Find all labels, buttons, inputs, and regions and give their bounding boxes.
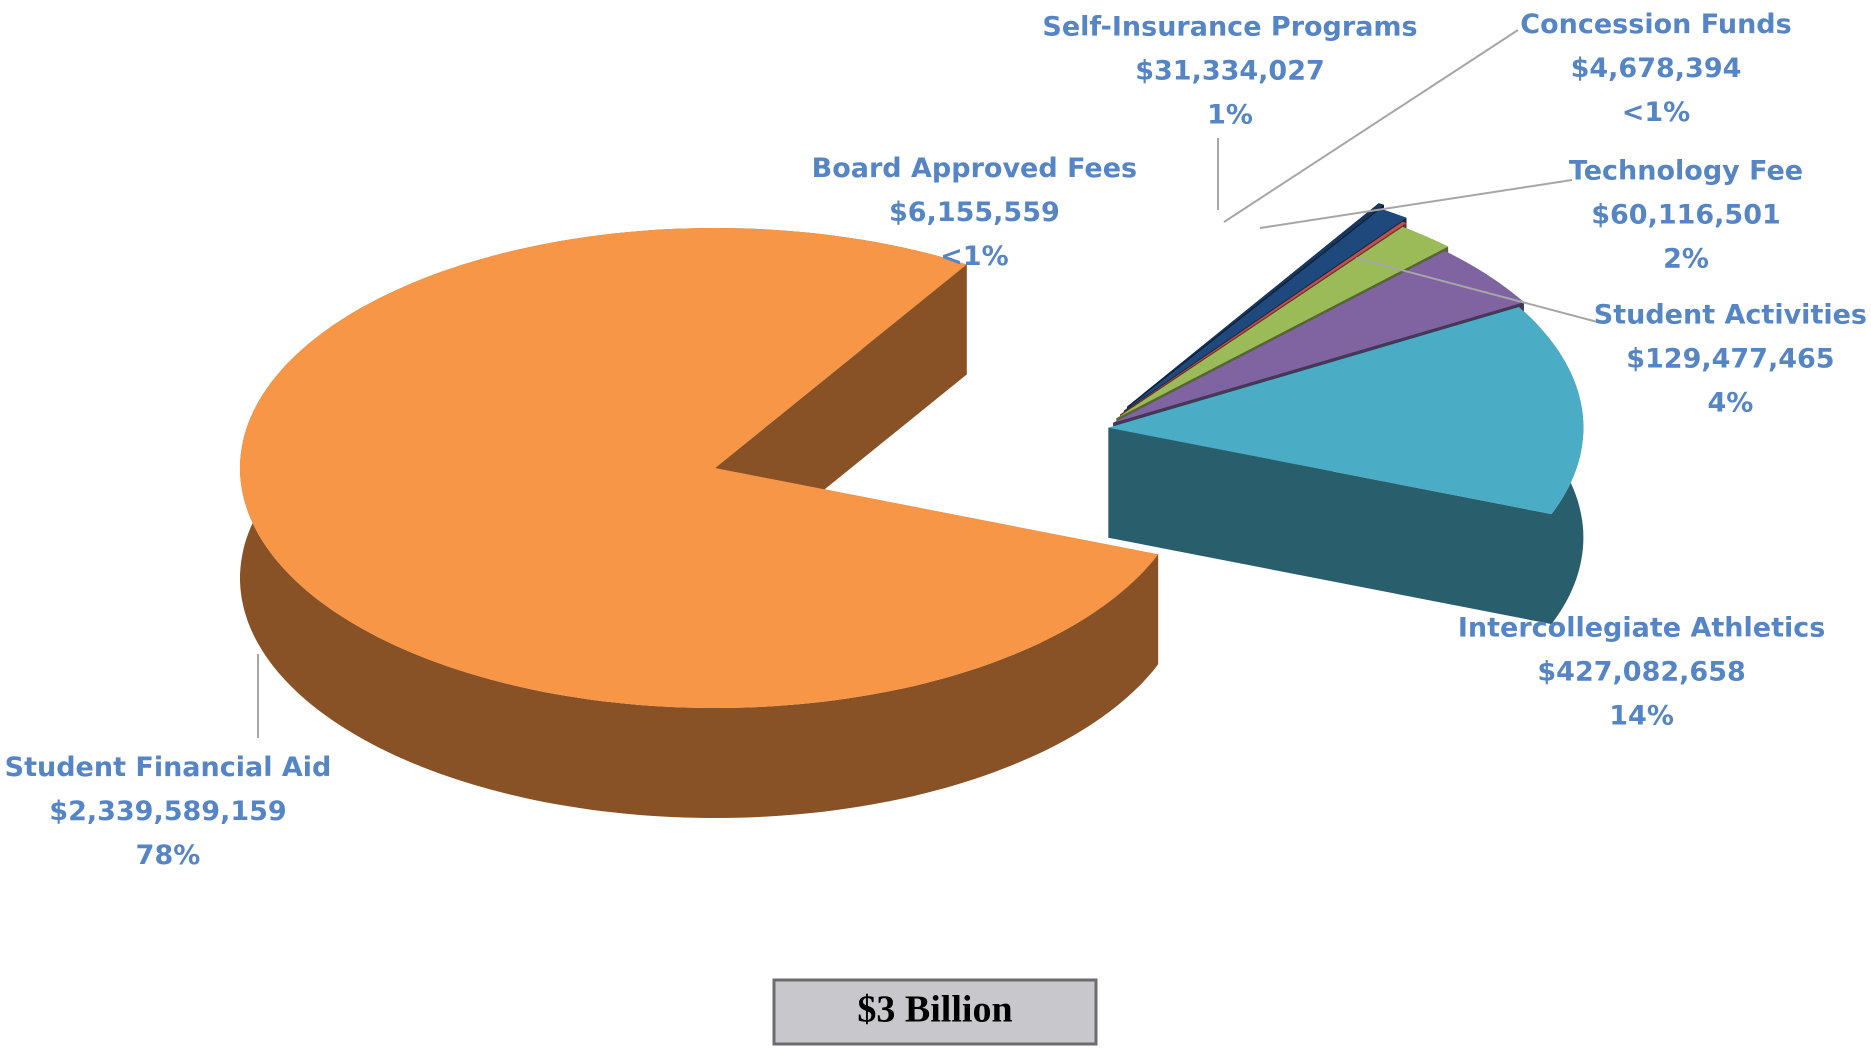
leader-line [1259, 179, 1573, 229]
slice-top [1127, 203, 1384, 407]
slice-value: $129,477,465 [1626, 344, 1834, 375]
slice-name: Concession Funds [1520, 9, 1791, 40]
slice-percent: <1% [940, 241, 1008, 272]
slice-name: Intercollegiate Athletics [1458, 613, 1825, 644]
slice-value: $427,082,658 [1537, 657, 1745, 688]
slice-name: Technology Fee [1569, 156, 1803, 187]
slice-value: $4,678,394 [1571, 53, 1742, 84]
slice-percent: 14% [1609, 701, 1674, 732]
slice-top [1113, 251, 1524, 423]
slice-top [1116, 226, 1449, 419]
slice-percent: 2% [1663, 244, 1709, 275]
slice-name: Self-Insurance Programs [1042, 12, 1417, 43]
slice [1108, 307, 1584, 625]
slice-top [1108, 307, 1584, 515]
slice-value: $2,339,589,159 [49, 796, 286, 827]
slice-name: Student Financial Aid [5, 752, 332, 783]
slice-percent: 78% [136, 840, 201, 871]
slice-value: $60,116,501 [1591, 200, 1781, 231]
total-box [772, 978, 1098, 1046]
slice-percent: 1% [1207, 100, 1253, 131]
slice-percent: <1% [1622, 97, 1690, 128]
leader-line [1223, 29, 1519, 223]
slice-side [1108, 427, 1552, 625]
slice [240, 228, 1159, 818]
slice-value: $6,155,559 [889, 197, 1060, 228]
labels: Board Approved Fees $6,155,559 <1% Self-Ins… [5, 9, 1867, 871]
slice-top [1120, 221, 1407, 415]
slice-top [1123, 208, 1407, 411]
slice-percent: 4% [1707, 388, 1753, 419]
slice-name: Board Approved Fees [812, 153, 1138, 184]
pie [240, 203, 1584, 818]
total-label: $3 Billion [857, 989, 1012, 1031]
slice-top [240, 228, 1159, 708]
slice-value: $31,334,027 [1135, 56, 1325, 87]
slice-name: Student Activities [1594, 300, 1867, 331]
leader-line [1355, 257, 1597, 323]
